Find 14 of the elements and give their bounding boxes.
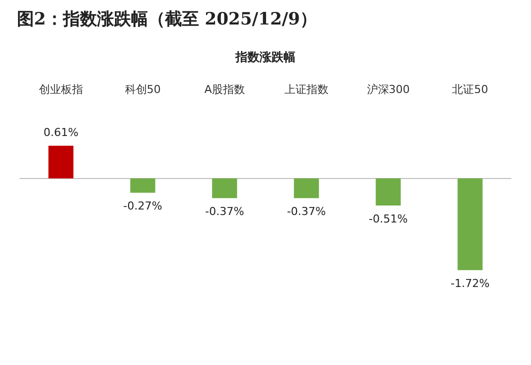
chart-subtitle: 指数涨跌幅 <box>234 50 296 64</box>
x-tick-label: 科创50 <box>124 83 161 96</box>
x-tick-label: 北证50 <box>452 83 488 96</box>
x-tick-label: 创业板指 <box>38 83 83 96</box>
data-label: 0.61% <box>43 126 78 139</box>
data-label: -1.72% <box>450 277 490 290</box>
data-label: -0.51% <box>368 212 408 226</box>
x-tick-label: 沪深300 <box>366 83 410 96</box>
x-tick-label: A股指数 <box>204 83 245 96</box>
x-tick-label: 上证指数 <box>284 83 328 96</box>
data-label: -0.27% <box>123 200 162 213</box>
data-label: -0.37% <box>205 205 244 218</box>
chart-title: 图2：指数涨跌幅（截至 2025/12/9） <box>17 10 317 30</box>
data-label: -0.37% <box>286 205 326 218</box>
